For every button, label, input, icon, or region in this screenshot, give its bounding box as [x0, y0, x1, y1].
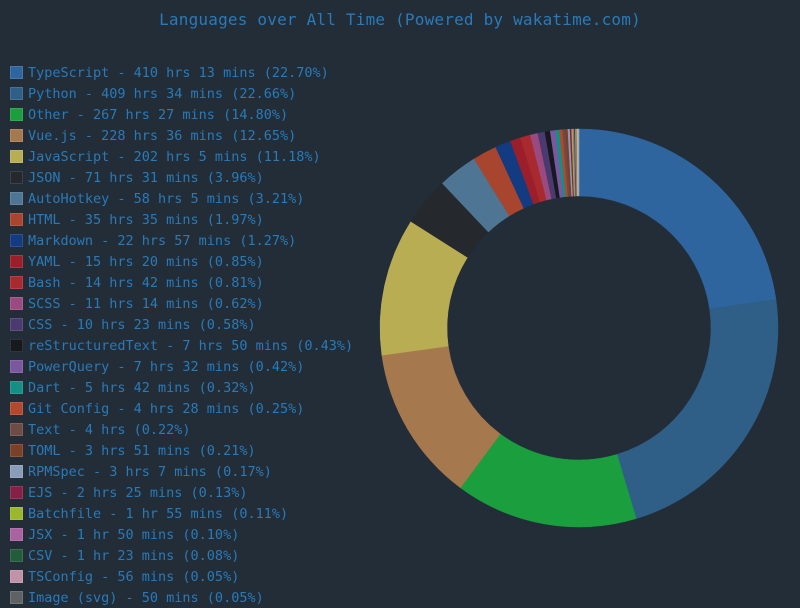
legend-item: Vue.js - 228 hrs 36 mins (12.65%) [10, 125, 353, 146]
legend-item: TSConfig - 56 mins (0.05%) [10, 566, 353, 587]
legend-swatch-icon [10, 255, 23, 268]
legend-item: AutoHotkey - 58 hrs 5 mins (3.21%) [10, 188, 353, 209]
legend-item: TOML - 3 hrs 51 mins (0.21%) [10, 440, 353, 461]
legend-label: Other - 267 hrs 27 mins (14.80%) [28, 106, 289, 123]
legend-label: JSON - 71 hrs 31 mins (3.96%) [28, 169, 264, 186]
legend-swatch-icon [10, 570, 23, 583]
legend-item: Text - 4 hrs (0.22%) [10, 419, 353, 440]
legend-item: Dart - 5 hrs 42 mins (0.32%) [10, 377, 353, 398]
legend-label: EJS - 2 hrs 25 mins (0.13%) [28, 484, 248, 501]
legend-item: JSX - 1 hr 50 mins (0.10%) [10, 524, 353, 545]
legend-label: CSS - 10 hrs 23 mins (0.58%) [28, 316, 256, 333]
legend-label: PowerQuery - 7 hrs 32 mins (0.42%) [28, 358, 305, 375]
legend-item: CSS - 10 hrs 23 mins (0.58%) [10, 314, 353, 335]
legend-swatch-icon [10, 150, 23, 163]
slice-typescript [578, 128, 777, 310]
legend-item: JavaScript - 202 hrs 5 mins (11.18%) [10, 146, 353, 167]
legend-label: Git Config - 4 hrs 28 mins (0.25%) [28, 400, 305, 417]
legend-label: TypeScript - 410 hrs 13 mins (22.70%) [28, 64, 329, 81]
legend-swatch-icon [10, 360, 23, 373]
legend-label: Batchfile - 1 hr 55 mins (0.11%) [28, 505, 289, 522]
legend-swatch-icon [10, 213, 23, 226]
legend-label: Bash - 14 hrs 42 mins (0.81%) [28, 274, 264, 291]
legend-swatch-icon [10, 297, 23, 310]
legend-item: EJS - 2 hrs 25 mins (0.13%) [10, 482, 353, 503]
legend-item: Markdown - 22 hrs 57 mins (1.27%) [10, 230, 353, 251]
legend-label: Python - 409 hrs 34 mins (22.66%) [28, 85, 297, 102]
legend-swatch-icon [10, 549, 23, 562]
legend-swatch-icon [10, 108, 23, 121]
legend-swatch-icon [10, 507, 23, 520]
legend-item: JSON - 71 hrs 31 mins (3.96%) [10, 167, 353, 188]
legend-swatch-icon [10, 192, 23, 205]
legend-label: TSConfig - 56 mins (0.05%) [28, 568, 240, 585]
legend-label: AutoHotkey - 58 hrs 5 mins (3.21%) [28, 190, 305, 207]
legend-item: PowerQuery - 7 hrs 32 mins (0.42%) [10, 356, 353, 377]
legend-swatch-icon [10, 318, 23, 331]
legend-item: YAML - 15 hrs 20 mins (0.85%) [10, 251, 353, 272]
legend: TypeScript - 410 hrs 13 mins (22.70%) Pyt… [10, 62, 353, 608]
legend-item: HTML - 35 hrs 35 mins (1.97%) [10, 209, 353, 230]
legend-swatch-icon [10, 66, 23, 79]
legend-label: TOML - 3 hrs 51 mins (0.21%) [28, 442, 256, 459]
legend-label: JSX - 1 hr 50 mins (0.10%) [28, 526, 240, 543]
legend-swatch-icon [10, 486, 23, 499]
legend-item: Python - 409 hrs 34 mins (22.66%) [10, 83, 353, 104]
legend-label: Markdown - 22 hrs 57 mins (1.27%) [28, 232, 297, 249]
legend-swatch-icon [10, 444, 23, 457]
legend-label: JavaScript - 202 hrs 5 mins (11.18%) [28, 148, 321, 165]
legend-swatch-icon [10, 528, 23, 541]
legend-swatch-icon [10, 381, 23, 394]
legend-swatch-icon [10, 276, 23, 289]
legend-item: RPMSpec - 3 hrs 7 mins (0.17%) [10, 461, 353, 482]
legend-label: RPMSpec - 3 hrs 7 mins (0.17%) [28, 463, 272, 480]
legend-item: TypeScript - 410 hrs 13 mins (22.70%) [10, 62, 353, 83]
legend-swatch-icon [10, 129, 23, 142]
legend-label: Dart - 5 hrs 42 mins (0.32%) [28, 379, 256, 396]
slice-minor [578, 128, 580, 197]
legend-swatch-icon [10, 234, 23, 247]
chart-title: Languages over All Time (Powered by waka… [159, 10, 641, 29]
legend-swatch-icon [10, 339, 23, 352]
legend-label: Vue.js - 228 hrs 36 mins (12.65%) [28, 127, 297, 144]
legend-label: Text - 4 hrs (0.22%) [28, 421, 191, 438]
legend-item: Git Config - 4 hrs 28 mins (0.25%) [10, 398, 353, 419]
legend-swatch-icon [10, 423, 23, 436]
legend-label: reStructuredText - 7 hrs 50 mins (0.43%) [28, 337, 354, 354]
legend-item: Batchfile - 1 hr 55 mins (0.11%) [10, 503, 353, 524]
legend-item: Bash - 14 hrs 42 mins (0.81%) [10, 272, 353, 293]
legend-swatch-icon [10, 171, 23, 184]
legend-item: CSV - 1 hr 23 mins (0.08%) [10, 545, 353, 566]
legend-item: Other - 267 hrs 27 mins (14.80%) [10, 104, 353, 125]
legend-label: YAML - 15 hrs 20 mins (0.85%) [28, 253, 264, 270]
legend-label: CSV - 1 hr 23 mins (0.08%) [28, 547, 240, 564]
legend-swatch-icon [10, 402, 23, 415]
legend-label: SCSS - 11 hrs 14 mins (0.62%) [28, 295, 264, 312]
legend-swatch-icon [10, 465, 23, 478]
legend-item: reStructuredText - 7 hrs 50 mins (0.43%) [10, 335, 353, 356]
legend-swatch-icon [10, 87, 23, 100]
legend-item: SCSS - 11 hrs 14 mins (0.62%) [10, 293, 353, 314]
slice-python [616, 299, 779, 519]
legend-label: HTML - 35 hrs 35 mins (1.97%) [28, 211, 264, 228]
